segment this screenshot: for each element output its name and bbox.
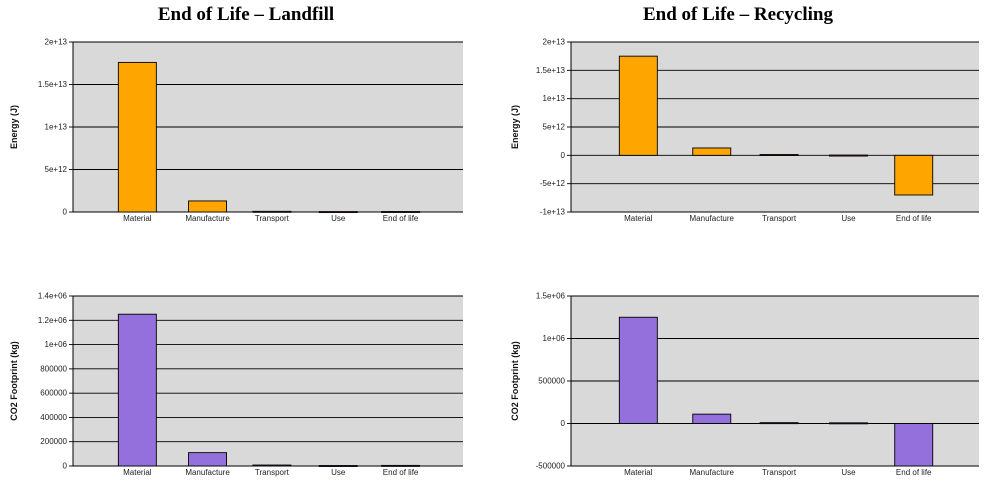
landfill-energy-bar-material — [117, 61, 157, 213]
landfill-energy-y-tick-label: 2e+13 — [45, 38, 68, 47]
recycling-co2-bar-manufacture — [692, 413, 732, 424]
recycling-column-title: End of Life – Recycling — [643, 4, 833, 25]
landfill-co2-x-tick-label: Manufacture — [185, 468, 230, 477]
recycling-energy-bar-material — [618, 55, 658, 156]
recycling-energy-y-tick-label: 1.5e+13 — [536, 66, 566, 75]
recycling-co2-y-tick-label: 1e+06 — [543, 334, 566, 343]
recycling-co2-x-tick-label: End of life — [896, 468, 932, 477]
recycling-energy-bar-manufacture — [692, 147, 732, 156]
landfill-co2-y-tick-label: 200000 — [40, 437, 67, 446]
recycling-co2-x-tick-label: Manufacture — [690, 468, 735, 477]
recycling-energy-x-tick-label: Manufacture — [690, 214, 735, 223]
landfill-co2-y-tick-label: 0 — [63, 462, 68, 471]
recycling-co2-bar-end-of-life — [894, 423, 934, 467]
landfill-co2-bar-use — [318, 465, 358, 467]
recycling-energy-y-tick-label: 5e+12 — [543, 123, 566, 132]
recycling-co2-bar-use — [828, 422, 868, 425]
recycling-energy-x-tick-label: Use — [841, 214, 856, 223]
landfill-co2-bar-manufacture — [188, 452, 228, 467]
landfill-co2-y-tick-label: 1e+06 — [45, 340, 68, 349]
landfill-co2-bar-end-of-life — [381, 464, 421, 467]
landfill-co2-y-tick-label: 600000 — [40, 389, 67, 398]
landfill-co2-x-tick-label: Transport — [255, 468, 290, 477]
recycling-energy-y-tick-label: 2e+13 — [543, 38, 566, 47]
landfill-co2-bar-material — [117, 313, 157, 467]
recycling-co2-bar-transport — [759, 422, 799, 425]
recycling-co2-x-tick-label: Transport — [762, 468, 797, 477]
recycling-energy-bar-end-of-life — [894, 154, 934, 196]
landfill-co2-y-tick-label: 1.4e+06 — [38, 292, 68, 301]
landfill-energy-x-tick-label: Use — [331, 214, 346, 223]
recycling-energy-y-axis-title: Energy (J) — [510, 105, 520, 149]
recycling-co2-y-tick-label: 1.5e+06 — [536, 292, 566, 301]
recycling-energy-bar-use — [828, 154, 868, 157]
landfill-energy-y-tick-label: 0 — [63, 208, 68, 217]
landfill-energy-x-tick-label: Transport — [255, 214, 290, 223]
recycling-energy-x-tick-label: Material — [624, 214, 653, 223]
landfill-co2-x-tick-label: End of life — [383, 468, 419, 477]
recycling-energy-y-tick-label: 1e+13 — [543, 94, 566, 103]
recycling-co2-y-tick-label: 0 — [561, 419, 566, 428]
landfill-energy-bar-use — [318, 211, 358, 214]
recycling-co2-y-tick-label: -500000 — [536, 462, 566, 471]
recycling-energy-x-tick-label: End of life — [896, 214, 932, 223]
recycling-co2-y-tick-label: 500000 — [538, 377, 565, 386]
recycling-co2-x-tick-label: Use — [841, 468, 856, 477]
landfill-energy-x-tick-label: Manufacture — [185, 214, 230, 223]
landfill-energy-x-tick-label: End of life — [383, 214, 419, 223]
recycling-co2-x-tick-label: Material — [624, 468, 653, 477]
landfill-energy-y-tick-label: 1.5e+13 — [38, 80, 68, 89]
landfill-co2-x-tick-label: Use — [331, 468, 346, 477]
recycling-energy-x-tick-label: Transport — [762, 214, 797, 223]
recycling-co2-y-axis-title: CO2 Footprint (kg) — [510, 341, 520, 421]
recycling-co2-bar-material — [618, 316, 658, 424]
landfill-energy-bar-transport — [252, 210, 292, 213]
landfill-co2-x-tick-label: Material — [123, 468, 152, 477]
recycling-energy-y-tick-label: -5e+12 — [540, 179, 566, 188]
landfill-column-title: End of Life – Landfill — [157, 4, 335, 25]
landfill-co2-y-tick-label: 800000 — [40, 364, 67, 373]
landfill-co2-y-tick-label: 1.2e+06 — [38, 316, 68, 325]
landfill-energy-bar-end-of-life — [381, 211, 421, 213]
landfill-co2-bar-transport — [252, 464, 292, 467]
landfill-energy-x-tick-label: Material — [123, 214, 152, 223]
landfill-co2-y-axis-title: CO2 Footprint (kg) — [9, 341, 19, 421]
landfill-energy-y-tick-label: 5e+12 — [45, 165, 68, 174]
recycling-energy-bar-transport — [759, 154, 799, 156]
landfill-energy-bar-manufacture — [188, 200, 228, 213]
landfill-energy-y-axis-title: Energy (J) — [9, 105, 19, 149]
recycling-energy-y-tick-label: -1e+13 — [540, 208, 566, 217]
landfill-co2-y-tick-label: 400000 — [40, 413, 67, 422]
landfill-energy-y-tick-label: 1e+13 — [45, 123, 68, 132]
recycling-energy-y-tick-label: 0 — [561, 151, 566, 160]
